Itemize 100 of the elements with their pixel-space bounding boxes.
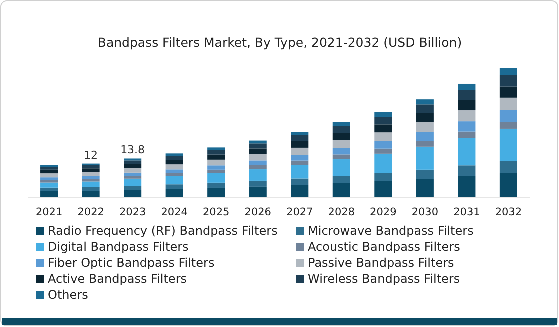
bar: [500, 122, 518, 129]
bar: [374, 173, 392, 182]
bar: [208, 182, 226, 188]
x-tick-label: 2022: [78, 206, 104, 218]
bar: [291, 178, 309, 186]
bar: [291, 165, 309, 179]
bar: [374, 112, 392, 118]
bar: [500, 68, 518, 76]
bar: [208, 173, 226, 183]
bar: [500, 161, 518, 174]
bar: [291, 185, 309, 198]
bar: [40, 180, 58, 183]
x-tick-label: 2029: [370, 206, 397, 218]
bar: [124, 172, 142, 176]
bar: [500, 86, 518, 98]
bar: [208, 166, 226, 170]
bar: [332, 126, 350, 134]
bar: [291, 141, 309, 148]
bar: [40, 174, 58, 178]
bar: [249, 186, 267, 198]
bar: [82, 172, 100, 176]
legend-label: Acoustic Bandpass Filters: [308, 240, 460, 254]
bar: [291, 132, 309, 136]
bar: [124, 178, 142, 186]
legend-label: Wireless Bandpass Filters: [308, 272, 460, 286]
bar: [249, 154, 267, 161]
bar: [374, 141, 392, 149]
bar: [458, 110, 476, 122]
bar: [249, 166, 267, 170]
x-tick-label: 2031: [454, 206, 480, 218]
bar: [416, 146, 434, 170]
bar: [249, 144, 267, 149]
bar: [166, 184, 184, 190]
bar: [332, 140, 350, 148]
bar: [332, 160, 350, 176]
bar: [82, 191, 100, 198]
x-tick-label: 2021: [36, 206, 63, 218]
bar: [40, 167, 58, 170]
x-tick-label: 2024: [161, 206, 188, 218]
bar: [291, 155, 309, 161]
annotation: 12: [84, 148, 98, 162]
bar: [416, 104, 434, 114]
bar: [166, 176, 184, 185]
bar: [374, 124, 392, 133]
bar: [124, 164, 142, 168]
legend-label: Others: [48, 288, 88, 302]
bar: [249, 148, 267, 154]
legend-label: Passive Bandpass Filters: [308, 256, 454, 270]
bar: [374, 181, 392, 198]
bar: [416, 114, 434, 122]
bar: [166, 173, 184, 176]
bar: [416, 122, 434, 132]
bar: [124, 168, 142, 173]
bar: [82, 166, 100, 169]
bar: [500, 173, 518, 198]
bar: [500, 128, 518, 162]
bar: [458, 122, 476, 132]
bar: [249, 170, 267, 181]
bar: [40, 178, 58, 180]
bar: [416, 141, 434, 147]
chart-title: Bandpass Filters Market, By Type, 2021-2032 (USD Billion): [98, 35, 462, 50]
bar: [332, 154, 350, 160]
bar: [500, 98, 518, 110]
bar: [332, 176, 350, 184]
legend-label: Microwave Bandpass Filters: [308, 224, 474, 238]
bar: [374, 132, 392, 142]
bar: [82, 168, 100, 172]
bar: [124, 176, 142, 179]
bar: [249, 160, 267, 166]
bar: [291, 148, 309, 156]
bar: [500, 75, 518, 87]
bar: [291, 135, 309, 142]
legend-label: Digital Bandpass Filters: [48, 240, 189, 254]
bar: [374, 154, 392, 174]
bar: [500, 110, 518, 122]
bar: [374, 117, 392, 125]
bar: [458, 132, 476, 138]
x-tick-label: 2030: [412, 206, 439, 218]
bar: [166, 170, 184, 174]
bar: [458, 90, 476, 100]
bar: [82, 179, 100, 182]
bar: [166, 160, 184, 165]
x-tick-label: 2026: [244, 206, 272, 218]
x-tick-label: 2032: [495, 206, 522, 218]
bar: [166, 164, 184, 170]
bar: [124, 160, 142, 164]
bar: [124, 190, 142, 198]
bar: [82, 187, 100, 192]
legend-label: Radio Frequency (RF) Bandpass Filters: [48, 224, 278, 238]
bar: [332, 148, 350, 155]
bar: [208, 170, 226, 174]
x-tick-label: 2025: [202, 206, 230, 218]
bar: [40, 182, 58, 188]
annotation: 13.8: [120, 144, 146, 157]
bar: [332, 183, 350, 198]
bar: [416, 179, 434, 198]
bar: [332, 133, 350, 140]
bar: [40, 188, 58, 192]
bar: [416, 100, 434, 105]
bar: [208, 148, 226, 150]
